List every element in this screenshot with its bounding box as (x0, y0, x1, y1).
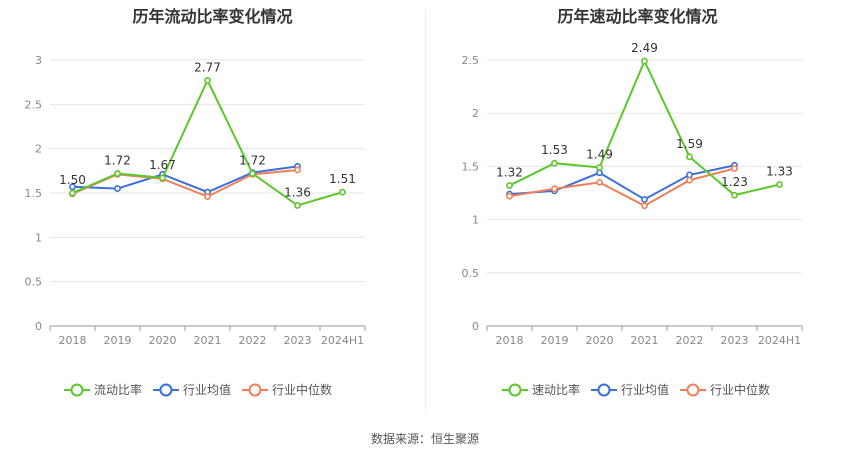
x-tick-label: 2023 (721, 334, 749, 347)
data-point (776, 181, 783, 188)
data-label: 2.49 (631, 41, 658, 55)
x-tick-label: 2023 (284, 334, 312, 347)
data-label: 1.51 (329, 172, 356, 186)
panel-divider (425, 10, 426, 410)
y-tick-label: 0.5 (25, 276, 43, 289)
data-label: 1.67 (149, 158, 176, 172)
data-label: 1.53 (541, 143, 568, 157)
data-label: 1.49 (586, 147, 613, 161)
data-point (641, 57, 648, 65)
chart-title: 历年流动比率变化情况 (132, 7, 293, 26)
chart-title: 历年速动比率变化情况 (557, 7, 718, 26)
data-label: 2.77 (194, 60, 221, 74)
y-tick-label: 0 (472, 320, 479, 333)
x-tick-label: 2024H1 (758, 334, 801, 347)
data-label: 1.59 (676, 137, 703, 151)
chart-panel-quick-ratio: 历年速动比率变化情况 0 0.5 1 1.5 2 2.5 2018 2019 2020 2021 2… (425, 0, 850, 415)
data-point (159, 174, 166, 182)
data-label: 1.72 (239, 153, 266, 167)
legend-label: 速动比率 (532, 382, 580, 397)
x-tick-label: 2018 (496, 334, 524, 347)
data-point (249, 170, 256, 177)
y-tick-label: 0 (35, 320, 42, 333)
data-label: 1.50 (59, 173, 86, 187)
data-point (551, 185, 558, 193)
data-point (339, 188, 346, 196)
chart-quick-ratio: 0 0.5 1 1.5 2 2.5 2018 2019 2020 2021 2022 2023 2024… (462, 41, 803, 397)
legend-label: 行业均值 (621, 382, 669, 397)
data-point (596, 169, 603, 177)
data-point (731, 191, 738, 199)
y-tick-label: 1.5 (25, 187, 43, 200)
data-label: 1.72 (104, 153, 131, 167)
data-point (294, 202, 301, 209)
legend-swatch-marker (686, 383, 700, 397)
y-tick-label: 1 (472, 214, 479, 227)
data-point (114, 185, 121, 192)
data-point (641, 195, 648, 203)
y-tick-label: 3 (35, 54, 42, 67)
data-point (114, 170, 121, 177)
chart-current-ratio: 0 0.5 1 1.5 2 2.5 3 2018 2019 2020 2021 2022 2023 202… (25, 54, 366, 397)
data-point (731, 165, 738, 172)
x-tick-label: 2022 (239, 334, 267, 347)
legend-swatch-marker (159, 383, 173, 397)
y-tick-label: 2 (35, 143, 42, 156)
legend-swatch-marker (70, 383, 84, 397)
y-tick-label: 2 (472, 107, 479, 120)
data-point (551, 159, 558, 167)
legend-swatch-marker (508, 383, 522, 397)
x-tick-label: 2024H1 (321, 334, 364, 347)
legend-swatch-marker (248, 383, 262, 397)
x-tick-label: 2021 (194, 334, 222, 347)
data-point (686, 176, 693, 184)
x-tick-label: 2019 (104, 334, 132, 347)
legend-label: 流动比率 (94, 382, 142, 397)
chart-panel-current-ratio: 历年流动比率变化情况 0 0.5 1 1.5 2 2.5 3 2018 2019 2020 2021… (0, 0, 425, 415)
x-tick-label: 2020 (149, 334, 177, 347)
series-line (509, 164, 735, 201)
series-line (72, 165, 298, 194)
data-point (204, 193, 211, 200)
y-tick-label: 0.5 (462, 267, 480, 280)
legend-label: 行业中位数 (710, 382, 770, 397)
data-label: 1.32 (496, 166, 523, 180)
data-point (596, 178, 603, 186)
y-tick-label: 1.5 (462, 160, 480, 173)
data-point (69, 183, 76, 191)
y-tick-label: 2.5 (25, 98, 43, 111)
data-point (686, 153, 693, 161)
y-tick-label: 2.5 (462, 54, 480, 67)
data-point (686, 171, 693, 179)
data-label: 1.36 (284, 185, 311, 199)
data-point (641, 202, 648, 210)
x-tick-label: 2021 (631, 334, 659, 347)
legend-swatch-marker (597, 383, 611, 397)
x-tick-label: 2019 (541, 334, 569, 347)
y-tick-label: 1 (35, 231, 42, 244)
data-label: 1.33 (766, 164, 793, 178)
series-line (509, 167, 735, 207)
x-tick-label: 2018 (59, 334, 87, 347)
x-tick-label: 2020 (586, 334, 614, 347)
data-point (294, 166, 301, 174)
data-point (204, 76, 211, 84)
data-point (506, 182, 513, 189)
data-label: 1.23 (721, 175, 748, 189)
x-tick-label: 2022 (676, 334, 704, 347)
legend-label: 行业均值 (183, 382, 231, 397)
data-source-note: 数据来源：恒生聚源 (370, 432, 479, 446)
data-point (69, 189, 76, 197)
legend-label: 行业中位数 (272, 382, 332, 397)
data-point (596, 164, 603, 171)
data-point (506, 192, 513, 200)
